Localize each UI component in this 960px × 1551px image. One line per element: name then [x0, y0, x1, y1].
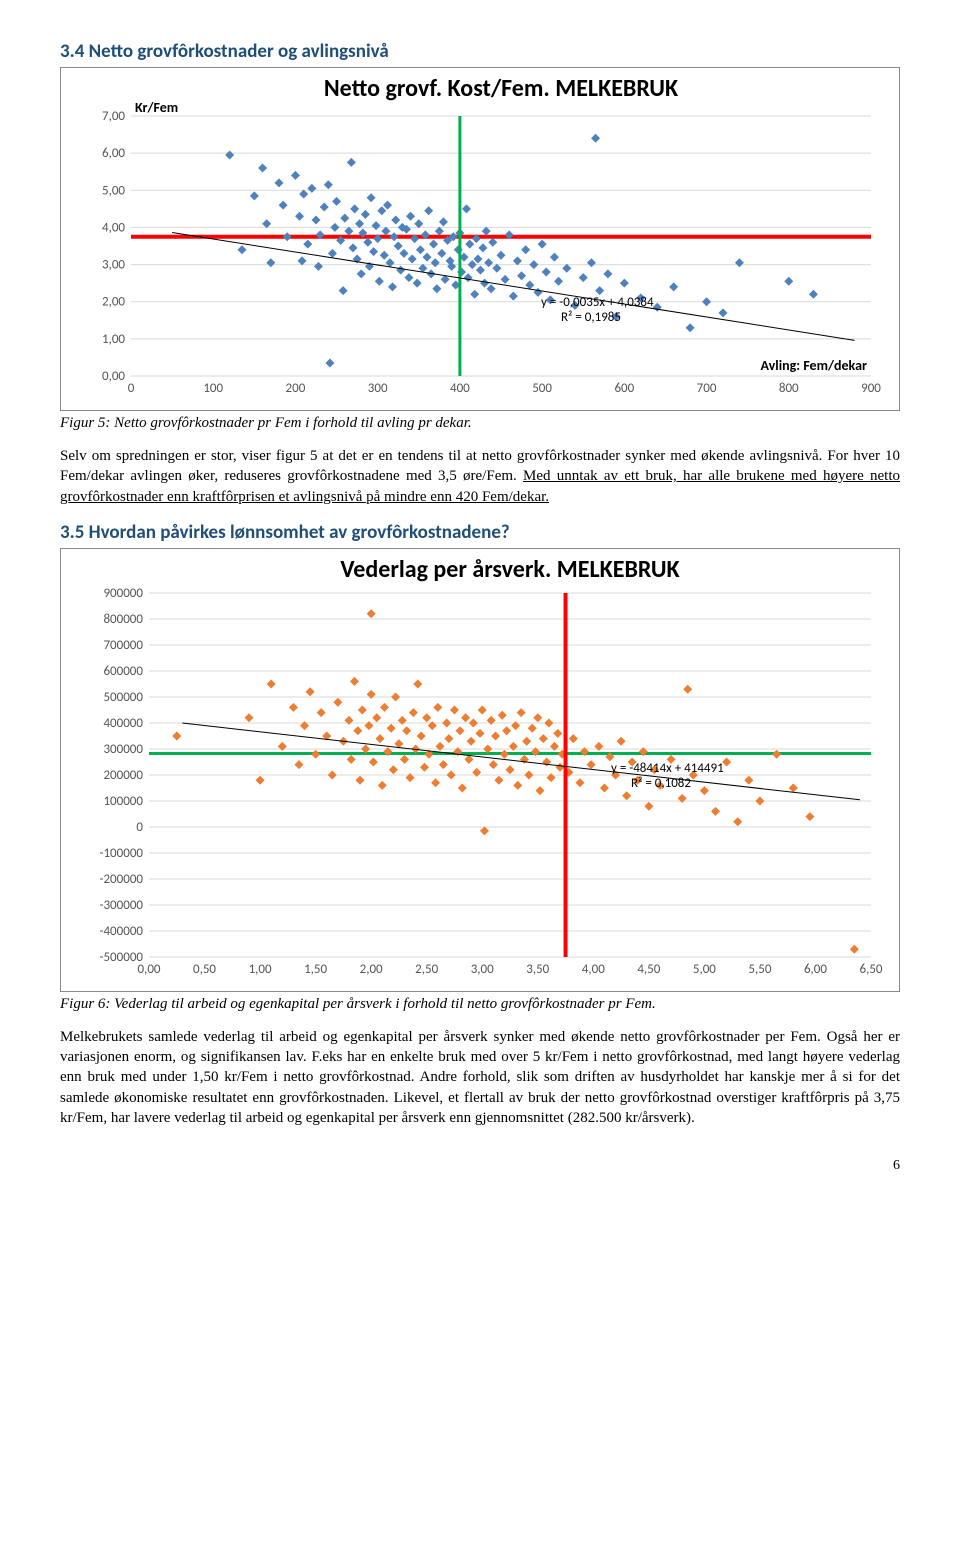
svg-text:-300000: -300000	[99, 898, 143, 913]
svg-text:Netto grovf. Kost/Fem. MELKEBR: Netto grovf. Kost/Fem. MELKEBRUK	[324, 76, 679, 103]
svg-text:4,00: 4,00	[582, 962, 605, 977]
svg-text:800000: 800000	[103, 612, 143, 627]
section-3-5-paragraph: Melkebrukets samlede vederlag til arbeid…	[60, 1027, 900, 1128]
svg-text:7,00: 7,00	[102, 109, 125, 124]
chart-1-container: 0,00 1,00 2,00 3,00 4,00 5,00 6,00 7,00 0 100 200 3…	[60, 67, 900, 411]
svg-text:Kr/Fem: Kr/Fem	[135, 99, 178, 116]
svg-text:200: 200	[286, 381, 306, 396]
svg-text:y = -0,0035x + 4,0384: y = -0,0035x + 4,0384	[541, 295, 654, 310]
svg-text:4,50: 4,50	[637, 962, 660, 977]
figure-5-caption: Figur 5: Netto grovfôrkostnader pr Fem i…	[60, 415, 900, 432]
svg-text:5,00: 5,00	[102, 183, 125, 198]
svg-text:6,00: 6,00	[102, 146, 125, 161]
svg-text:6,50: 6,50	[859, 962, 882, 977]
svg-text:400000: 400000	[103, 716, 143, 731]
svg-text:600000: 600000	[103, 664, 143, 679]
svg-text:900: 900	[861, 381, 881, 396]
section-3-5-heading: 3.5 Hvordan påvirkes lønnsomhet av grovf…	[60, 521, 900, 544]
svg-text:0,00: 0,00	[102, 369, 125, 384]
svg-text:-400000: -400000	[99, 924, 143, 939]
svg-text:0: 0	[128, 381, 135, 396]
svg-text:R² = 0,1082: R² = 0,1082	[631, 776, 691, 791]
svg-text:R² = 0,1985: R² = 0,1985	[561, 310, 621, 325]
svg-text:700000: 700000	[103, 638, 143, 653]
svg-text:2,00: 2,00	[102, 295, 125, 310]
svg-text:2,50: 2,50	[415, 962, 438, 977]
svg-text:Avling: Fem/dekar: Avling: Fem/dekar	[761, 357, 868, 374]
chart-1-netto-grovf: 0,00 1,00 2,00 3,00 4,00 5,00 6,00 7,00 0 100 200 3…	[71, 76, 891, 406]
svg-text:1,00: 1,00	[102, 332, 125, 347]
svg-text:800: 800	[779, 381, 799, 396]
svg-text:2,00: 2,00	[360, 962, 383, 977]
svg-text:3,00: 3,00	[102, 258, 125, 273]
section-3-4-paragraph: Selv om spredningen er stor, viser figur…	[60, 446, 900, 507]
svg-text:0: 0	[136, 820, 143, 835]
svg-text:y = -48414x + 414491: y = -48414x + 414491	[611, 761, 724, 776]
svg-text:3,50: 3,50	[526, 962, 549, 977]
figure-6-caption: Figur 6: Vederlag til arbeid og egenkapi…	[60, 996, 900, 1013]
svg-text:400: 400	[450, 381, 470, 396]
svg-text:600: 600	[614, 381, 634, 396]
svg-text:200000: 200000	[103, 768, 143, 783]
svg-text:0,50: 0,50	[193, 962, 216, 977]
svg-text:Vederlag per årsverk. MELKEBRU: Vederlag per årsverk. MELKEBRUK	[340, 557, 680, 584]
svg-text:900000: 900000	[103, 586, 143, 601]
svg-text:700: 700	[697, 381, 717, 396]
svg-text:5,50: 5,50	[748, 962, 771, 977]
svg-text:-100000: -100000	[99, 846, 143, 861]
svg-text:1,50: 1,50	[304, 962, 327, 977]
svg-text:500000: 500000	[103, 690, 143, 705]
svg-text:100: 100	[203, 381, 223, 396]
svg-text:300000: 300000	[103, 742, 143, 757]
svg-text:0,00: 0,00	[137, 962, 160, 977]
page-number: 6	[60, 1158, 900, 1174]
svg-text:-200000: -200000	[99, 872, 143, 887]
svg-text:3,00: 3,00	[471, 962, 494, 977]
svg-text:1,00: 1,00	[249, 962, 272, 977]
svg-text:5,00: 5,00	[693, 962, 716, 977]
chart-2-container: -500000-400000-300000-200000-10000001000…	[60, 548, 900, 992]
chart-2-vederlag: -500000-400000-300000-200000-10000001000…	[71, 557, 891, 987]
section-3-4-heading: 3.4 Netto grovfôrkostnader og avlingsniv…	[60, 40, 900, 63]
svg-text:100000: 100000	[103, 794, 143, 809]
svg-text:4,00: 4,00	[102, 220, 125, 235]
svg-text:6,00: 6,00	[804, 962, 827, 977]
svg-text:300: 300	[368, 381, 388, 396]
svg-text:500: 500	[532, 381, 552, 396]
